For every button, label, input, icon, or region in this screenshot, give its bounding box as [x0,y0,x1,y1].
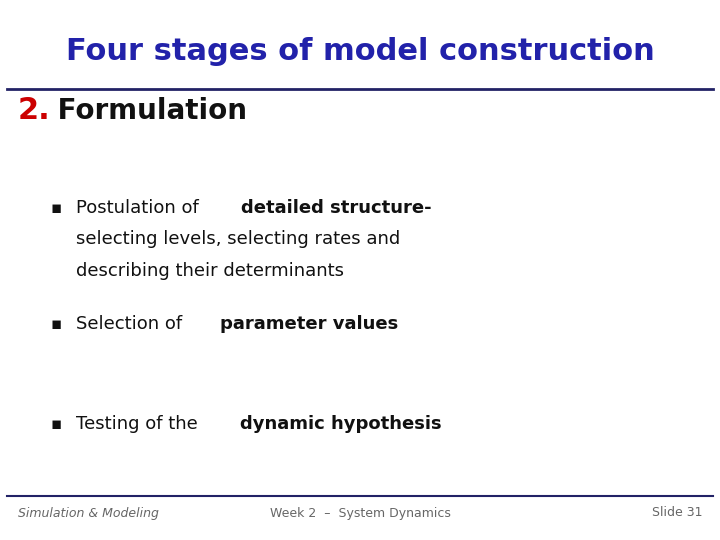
Text: ▪: ▪ [50,415,62,433]
Text: Week 2  –  System Dynamics: Week 2 – System Dynamics [269,507,451,519]
Text: Slide 31: Slide 31 [652,507,702,519]
Text: ▪: ▪ [50,315,62,333]
Text: describing their determinants: describing their determinants [76,261,343,280]
Text: Formulation: Formulation [48,97,247,125]
Text: 2.: 2. [18,96,50,125]
Text: Postulation of: Postulation of [76,199,204,217]
Text: Selection of: Selection of [76,315,187,333]
Text: selecting levels, selecting rates and: selecting levels, selecting rates and [76,230,400,248]
Text: Testing of the: Testing of the [76,415,203,433]
Text: dynamic hypothesis: dynamic hypothesis [240,415,442,433]
Text: ▪: ▪ [50,199,62,217]
Text: detailed structure-: detailed structure- [241,199,432,217]
Text: Simulation & Modeling: Simulation & Modeling [18,507,159,519]
Text: Four stages of model construction: Four stages of model construction [66,37,654,66]
Text: parameter values: parameter values [220,315,398,333]
